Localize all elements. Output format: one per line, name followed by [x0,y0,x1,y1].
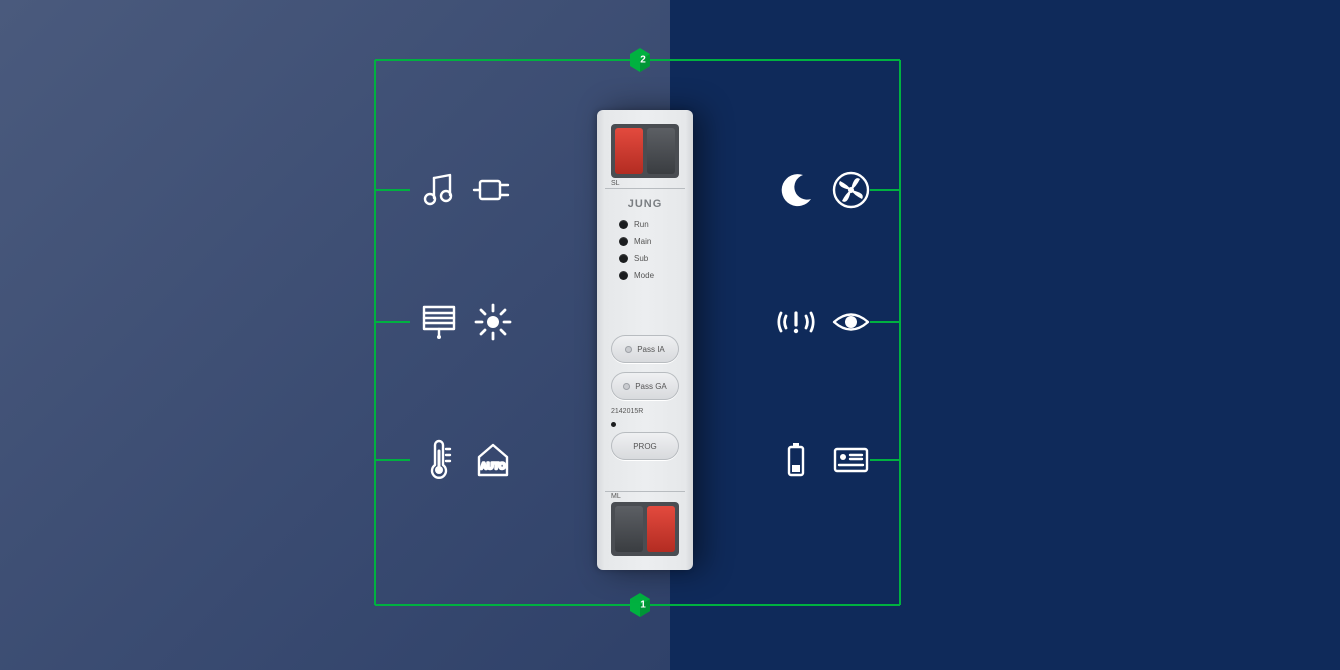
terminal-top [611,124,679,178]
led-run: Run [619,220,683,229]
prog-button[interactable]: PROG [611,432,679,460]
pass-ia-button[interactable]: Pass IA [611,335,679,363]
plug-icon [472,169,514,211]
led-sub: Sub [619,254,683,263]
wire-segment [650,59,900,61]
fan-icon [830,169,872,211]
knx-device: SL JUNG Run Main Sub Mode Pass IA Pass G… [597,110,693,570]
ml-label: ML [611,493,621,500]
terminal-bottom [611,502,679,556]
bus-node-bottom-label: 1 [640,600,646,611]
prog-led [611,422,616,427]
thermometer-icon [418,439,460,481]
wire-segment [899,60,901,605]
model-label: 2142015R [611,408,643,415]
led-main: Main [619,237,683,246]
brand-label: JUNG [597,198,693,210]
wire-segment [650,604,900,606]
wire-segment [870,321,900,323]
wire-segment [870,459,900,461]
wire-segment [375,459,410,461]
wire-segment [375,321,410,323]
panel-icon [830,439,872,481]
eye-icon [830,301,872,343]
auto-home-icon: AUTO [472,439,514,481]
wire-segment [870,189,900,191]
pass-ga-button[interactable]: Pass GA [611,372,679,400]
wire-segment [374,60,376,605]
alarm-icon [775,301,817,343]
light-icon [472,301,514,343]
battery-icon [775,439,817,481]
blinds-icon [418,301,460,343]
wire-segment [375,604,630,606]
moon-icon [775,169,817,211]
wire-segment [375,59,630,61]
music-icon [418,169,460,211]
led-mode: Mode [619,271,683,280]
svg-text:AUTO: AUTO [480,461,505,471]
sl-label: SL [611,180,620,187]
wire-segment [375,189,410,191]
bus-node-top-label: 2 [640,55,646,66]
led-block: Run Main Sub Mode [619,220,683,288]
diagram-stage: 2 1 AUTO SL JUNG Run Main Sub Mode Pass … [0,0,1340,670]
